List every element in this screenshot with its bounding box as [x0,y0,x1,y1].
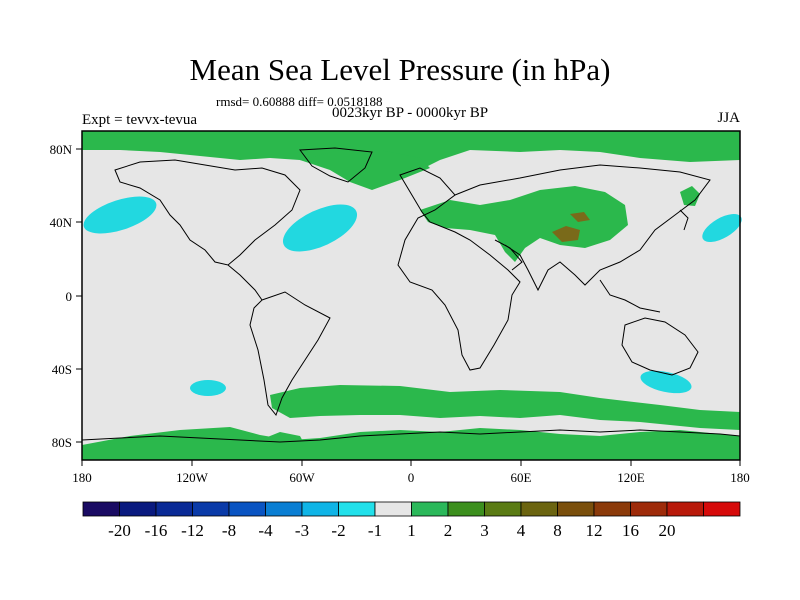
period-label: 0023kyr BP - 0000kyr BP [331,105,489,121]
strong-positive-anomaly [552,212,590,242]
central-america-coast [227,264,263,301]
colorbar-label: 3 [480,521,489,540]
colorbar-swatch [411,501,449,517]
x-tick-label: 60W [289,470,315,485]
colorbar-swatch [557,501,595,517]
colorbar-swatch [228,501,266,517]
south-indian-low [640,370,692,394]
eurasia-anomaly [420,186,628,262]
north-pacific-low [83,196,157,234]
colorbar-swatch [338,501,376,517]
colorbar-swatch [119,501,157,517]
colorbar-swatch [484,501,522,517]
central-asia-anomaly [570,212,590,222]
east-pacific-low [702,214,742,242]
map-panel [81,130,742,461]
europe-africa-coast [397,167,521,371]
y-axis-labels: 80N 40N 0 40S 80S [50,142,73,450]
negative-anomaly-regions [83,196,742,396]
x-tick-label: 60E [511,470,532,485]
colorbar-label: -2 [331,521,345,540]
australia-coast [621,317,699,376]
colorbar-swatch [666,501,704,517]
greenland-coast [299,147,373,183]
season-label: JJA [717,110,740,126]
colorbar-label: -1 [368,521,382,540]
colorbar-swatch [520,501,558,517]
y-tick-label: 40S [52,362,72,377]
y-tick-label: 80N [50,142,73,157]
colorbar-label: 12 [586,521,603,540]
colorbar-label: -3 [295,521,309,540]
colorbar-swatch [593,501,631,517]
y-tick-label: 40N [50,215,73,230]
colorbar-label: -8 [222,521,236,540]
colorbar-label: 20 [659,521,676,540]
x-tick-label: 120E [617,470,645,485]
southeast-asia-islands [599,279,661,313]
colorbar-label: 1 [407,521,416,540]
colorbar-swatch [630,501,668,517]
antarctica-coast [81,429,741,443]
colorbar-label: -4 [258,521,273,540]
colorbar-swatch [82,501,120,517]
colorbar-swatch [192,501,230,517]
colorbar-swatch [374,501,412,517]
southern-ocean-anomaly-wide [270,385,740,430]
colorbar-label: 2 [444,521,453,540]
northeast-asia-anomaly [680,186,700,206]
coastlines [81,147,741,443]
map-title: Mean Sea Level Pressure (in hPa) [189,52,611,87]
north-america-coast [114,159,301,266]
greenland-anomaly [300,150,430,190]
x-tick-label: 0 [408,470,415,485]
y-tick-label: 80S [52,435,72,450]
colorbar-swatch [301,501,339,517]
tibet-anomaly [552,226,580,242]
colorbar-swatch [265,501,303,517]
y-tick-label: 0 [66,289,73,304]
colorbar-label: 4 [517,521,526,540]
colorbar-label: 16 [622,521,639,540]
north-atlantic-low [282,204,358,252]
axis-ticks [76,148,741,466]
colorbar-swatch [447,501,485,517]
x-tick-label: 120W [176,470,209,485]
arabia-coast [494,239,523,271]
colorbar-label: -16 [145,521,168,540]
experiment-label: Expt = tevvx-tevua [82,112,198,128]
colorbar-label: -20 [108,521,131,540]
south-pacific-low [190,380,226,396]
antarctic-anomaly [82,427,740,460]
rmsd-diff-stats: rmsd= 0.60888 diff= 0.0518188 [216,94,383,109]
x-axis-labels: 180 120W 60W 0 60E 120E 180 [72,470,750,485]
x-tick-label: 180 [72,470,92,485]
x-tick-label: 180 [730,470,750,485]
colorbar-labels: -20 -16 -12 -8 -4 -3 -2 -1 1 2 3 4 8 12 16 20 [108,521,675,540]
colorbar-swatch [155,501,193,517]
south-america-coast [249,291,331,417]
positive-anomaly-regions [82,131,740,460]
colorbar-swatch [703,501,741,517]
asia-coast [454,164,711,292]
colorbar-label: 8 [553,521,562,540]
colorbar-label: -12 [181,521,204,540]
colorbar [82,501,741,517]
japan-coast [679,209,689,231]
